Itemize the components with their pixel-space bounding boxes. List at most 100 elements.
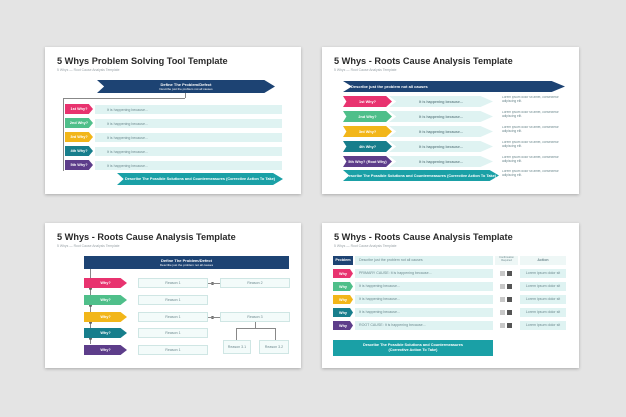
checkbox-icon[interactable]: [507, 310, 512, 315]
reason-box-5[interactable]: Reason 1: [138, 345, 208, 355]
why-note-3: Lorem ipsum dolor sit amet, consectetur …: [502, 126, 559, 133]
solutions-footer-banner: Describe The Possible Solutions and Coun…: [343, 170, 499, 181]
why-answer-bar-4[interactable]: [95, 147, 282, 156]
why-answer-1[interactable]: PRIMARY CAUSE: It is happening because..…: [355, 269, 493, 278]
why-answer-3[interactable]: It is happening because...: [355, 295, 493, 304]
why-label-3: 3rd Why?: [343, 126, 392, 137]
why-label-4: 4th Why?: [343, 141, 392, 152]
why-answer-bar-4[interactable]: It is happening because...: [389, 141, 493, 152]
checkbox-icon[interactable]: [500, 271, 505, 276]
why-label-2: Why: [333, 282, 353, 291]
connector-line: [255, 322, 256, 328]
checkbox-icon[interactable]: [507, 323, 512, 328]
solutions-footer-note: Lorem ipsum dolor sit amet, consectetur …: [502, 170, 559, 177]
why-label-1: 1st Why?: [343, 96, 392, 107]
why-label-2: 2nd Why?: [343, 111, 392, 122]
checkbox-icon[interactable]: [500, 284, 505, 289]
confirmation-header: Confirmation Required: [495, 256, 518, 265]
why-label-5: Why: [333, 321, 353, 330]
slide-roots-cause-analysis-tree[interactable]: 5 Whys - Roots Cause Analysis Template 5…: [45, 223, 301, 368]
checkbox-icon[interactable]: [500, 310, 505, 315]
action-cell-3[interactable]: Lorem ipsum dolor sit: [520, 295, 566, 304]
problem-header-banner: Describe just the problem not all causes: [343, 81, 565, 92]
why-note-4: Lorem ipsum dolor sit amet, consectetur …: [502, 141, 559, 148]
connector-dot: [89, 287, 92, 290]
reason-2-box[interactable]: Reason 2: [220, 278, 290, 288]
slide-title: 5 Whys - Roots Cause Analysis Template: [334, 56, 513, 66]
connector-line: [236, 328, 237, 340]
problem-header-title: Define The Problem/Defect: [161, 258, 212, 263]
why-answer-2[interactable]: It is happening because...: [355, 282, 493, 291]
why-label-3: Why: [333, 295, 353, 304]
slide-5-whys-problem-solving[interactable]: 5 Whys Problem Solving Tool Template 5 W…: [45, 47, 301, 194]
slide-title: 5 Whys - Roots Cause Analysis Template: [57, 232, 236, 242]
connector-line: [185, 93, 186, 98]
checkbox-icon[interactable]: [507, 297, 512, 302]
reason-box-3[interactable]: Reason 1: [138, 312, 208, 322]
why-label-4: Why: [333, 308, 353, 317]
problem-header-sub: Describe just the problem not all causes: [159, 87, 213, 91]
connector-dot: [89, 304, 92, 307]
why-answer-text-4: It is happening because...: [419, 144, 463, 149]
why-answer-text-2: It is happening because...: [419, 114, 463, 119]
checkbox-icon[interactable]: [507, 284, 512, 289]
action-cell-2[interactable]: Lorem ipsum dolor sit: [520, 282, 566, 291]
reason-box-4[interactable]: Reason 1: [138, 328, 208, 338]
slide-roots-cause-analysis-chevrons[interactable]: 5 Whys - Roots Cause Analysis Template 5…: [322, 47, 579, 194]
why-label-4: 4th Why?: [65, 146, 93, 156]
reason-box-1[interactable]: Reason 1: [138, 278, 208, 288]
why-answer-bar-3[interactable]: [95, 133, 282, 142]
why-label-5: Why?: [84, 345, 127, 355]
why-answer-bar-2[interactable]: It is happening because...: [389, 111, 493, 122]
reason-3-2-box[interactable]: Reason 3.2: [259, 340, 289, 354]
problem-description[interactable]: Describe just the problem not all causes: [355, 256, 493, 265]
why-answer-bar-3[interactable]: It is happening because...: [389, 126, 493, 137]
connector-dot: [89, 321, 92, 324]
problem-header-title: Define The Problem/Defect: [160, 82, 212, 87]
connector-dot: [89, 337, 92, 340]
why-answer-text-2: It is happening because...: [107, 121, 148, 126]
connector-line: [236, 328, 275, 329]
action-cell-4[interactable]: Lorem ipsum dolor sit: [520, 308, 566, 317]
why-label-1: 1st Why?: [65, 104, 93, 114]
why-answer-bar-1[interactable]: It is happening because...: [389, 96, 493, 107]
why-label-4: Why?: [84, 328, 127, 338]
action-header: Action: [520, 256, 566, 265]
why-answer-bar-1[interactable]: [95, 105, 282, 114]
why-answer-bar-5[interactable]: [95, 161, 282, 170]
reason-3-1-box[interactable]: Reason 3.1: [223, 340, 251, 354]
problem-label: Problem: [333, 256, 353, 265]
why-answer-text-3: It is happening because...: [419, 129, 463, 134]
why-answer-text-3: It is happening because...: [107, 135, 148, 140]
slide-subtitle: 5 Whys — Root Cause Analysis Template: [334, 244, 397, 248]
solutions-footer-text: Describe The Possible Solutions and Coun…: [346, 173, 496, 178]
checkbox-icon[interactable]: [500, 323, 505, 328]
checkbox-icon[interactable]: [507, 271, 512, 276]
action-cell-5[interactable]: Lorem ipsum dolor sit: [520, 321, 566, 330]
why-answer-bar-2[interactable]: [95, 119, 282, 128]
why-answer-5[interactable]: ROOT CAUSE: It is happening because...: [355, 321, 493, 330]
problem-header-banner: Define The Problem/Defect Describe just …: [84, 256, 289, 269]
slide-subtitle: 5 Whys — Root Cause Analysis Template: [334, 68, 397, 72]
why-answer-bar-5[interactable]: It is happening because...: [389, 156, 493, 167]
why-label-5: 5th Why?: [65, 160, 93, 170]
reason-box-2[interactable]: Reason 1: [138, 295, 208, 305]
why-label-1: Why: [333, 269, 353, 278]
why-label-3: 3rd Why?: [65, 132, 93, 142]
slide-title: 5 Whys Problem Solving Tool Template: [57, 56, 228, 66]
solutions-footer-text: Describe The Possible Solutions and Coun…: [362, 343, 463, 352]
why-answer-text-5: It is happening because...: [107, 163, 148, 168]
why-label-2: Why?: [84, 295, 127, 305]
action-cell-1[interactable]: Lorem ipsum dolor sit: [520, 269, 566, 278]
why-answer-4[interactable]: It is happening because...: [355, 308, 493, 317]
solutions-footer-banner: Describe The Possible Solutions and Coun…: [117, 173, 283, 185]
slide-roots-cause-analysis-table[interactable]: 5 Whys - Roots Cause Analysis Template 5…: [322, 223, 579, 368]
slide-subtitle: 5 Whys — Root Cause Analysis Template: [57, 68, 120, 72]
reason-3-box[interactable]: Reason 3: [220, 312, 290, 322]
checkbox-icon[interactable]: [500, 297, 505, 302]
why-label-1: Why?: [84, 278, 127, 288]
why-label-3: Why?: [84, 312, 127, 322]
problem-header-text: Describe just the problem not all causes: [351, 84, 428, 89]
connector-line: [63, 98, 185, 99]
connector-line: [208, 317, 220, 318]
